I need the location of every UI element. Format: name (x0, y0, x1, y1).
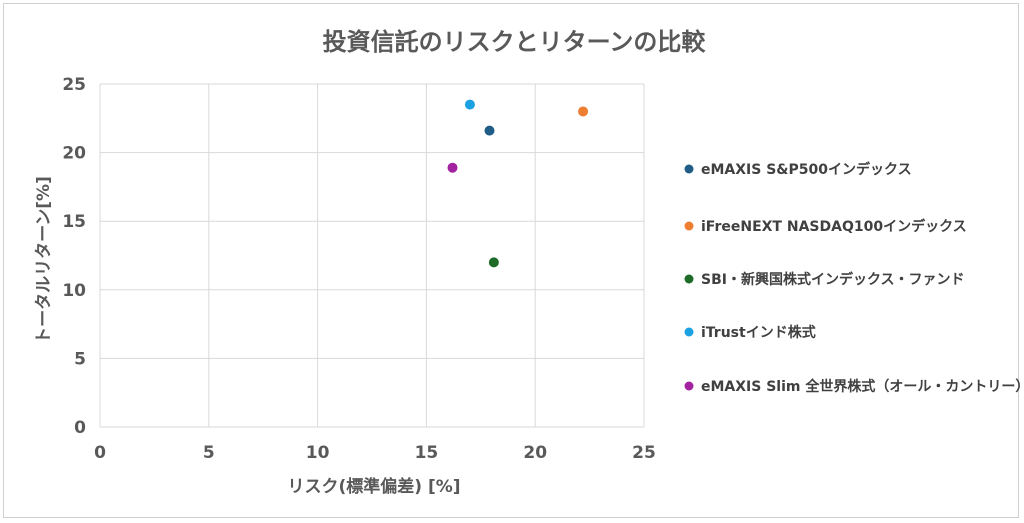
y-tick-label: 15 (62, 212, 86, 232)
chart-title: 投資信託のリスクとリターンの比較 (323, 28, 707, 56)
x-tick-label: 20 (523, 443, 547, 463)
data-point (447, 162, 458, 173)
x-tick-label: 10 (306, 443, 330, 463)
x-tick-label: 0 (94, 443, 106, 463)
scatter-chart: 投資信託のリスクとリターンの比較 0 5 10 15 20 25 0 5 10 15 20 25 リ… (34, 28, 1020, 497)
legend-label: eMAXIS Slim 全世界株式（オール・カントリー） (701, 378, 1020, 395)
legend-label: iTrustインド株式 (701, 324, 816, 341)
x-axis-tick-labels: 0 5 10 15 20 25 (94, 443, 656, 463)
chart-frame: 投資信託のリスクとリターンの比較 0 5 10 15 20 25 0 5 10 15 20 25 リ… (3, 3, 1020, 518)
legend-marker (684, 381, 694, 391)
legend-marker (684, 221, 694, 231)
x-tick-label: 15 (415, 443, 439, 463)
x-tick-label: 25 (632, 443, 656, 463)
data-point (488, 257, 499, 268)
data-point (464, 99, 475, 110)
gridlines (99, 83, 645, 428)
legend-label: eMAXIS S&P500インデックス (701, 161, 912, 178)
data-point (484, 125, 495, 136)
y-tick-label: 5 (74, 349, 86, 369)
data-points (447, 99, 589, 268)
legend-marker (684, 274, 694, 284)
y-tick-label: 20 (62, 144, 86, 164)
legend-label: SBI・新興国株式インデックス・ファンド (701, 271, 965, 288)
legend: eMAXIS S&P500インデックス iFreeNEXT NASDAQ100イン… (684, 161, 1020, 395)
y-tick-label: 10 (62, 281, 86, 301)
y-tick-label: 0 (74, 418, 86, 438)
legend-marker (684, 164, 694, 174)
legend-label: iFreeNEXT NASDAQ100インデックス (701, 218, 967, 235)
x-tick-label: 5 (203, 443, 215, 463)
y-axis-title: トータルリターン[%] (34, 176, 54, 344)
y-axis-tick-labels: 0 5 10 15 20 25 (62, 75, 86, 438)
x-axis-title: リスク(標準偏差) [%] (287, 476, 460, 497)
legend-marker (684, 327, 694, 337)
data-point (578, 106, 589, 117)
y-tick-label: 25 (62, 75, 86, 95)
